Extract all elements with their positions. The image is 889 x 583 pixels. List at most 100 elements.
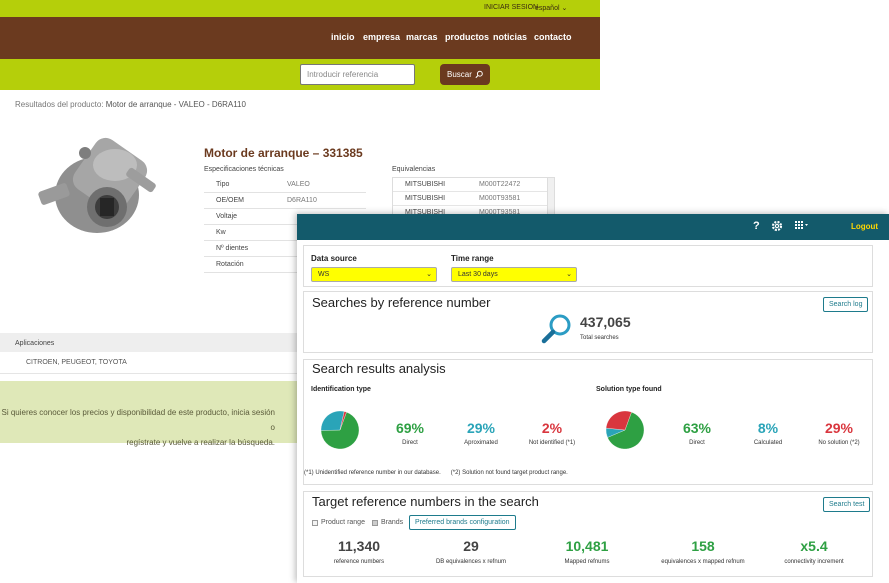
search-button[interactable]: Buscar <box>440 64 490 85</box>
table-row: Kw <box>204 225 366 241</box>
sol-direct-pct: 63% <box>682 420 712 436</box>
sol-direct-label: Direct <box>689 440 705 446</box>
applications-value: CITROEN, PEUGEOT, TOYOTA <box>0 352 297 374</box>
magnifier-icon <box>541 314 571 344</box>
ident-none-pct: 2% <box>541 420 563 436</box>
target-panel: Target reference numbers in the search S… <box>303 491 873 577</box>
product-title: Motor de arranque – 331385 <box>204 146 363 160</box>
data-source-select[interactable]: WS ⌄ <box>311 267 437 282</box>
table-row: MITSUBISHI M000T22472 <box>393 178 554 192</box>
nav-contacto[interactable]: contacto <box>534 32 572 42</box>
brands-label: Brands <box>381 519 404 526</box>
searches-title: Searches by reference number <box>312 295 491 310</box>
identification-pie-slice <box>339 411 347 431</box>
identification-heading: Identification type <box>311 386 371 393</box>
specs-heading: Especificaciones técnicas <box>204 166 284 173</box>
searches-panel: Searches by reference number Search log … <box>303 291 873 353</box>
breadcrumb-product: Motor de arranque - VALEO - D6RA110 <box>105 100 246 109</box>
identification-pie-slice <box>320 410 345 431</box>
reference-input[interactable]: Introducir referencia <box>300 64 415 85</box>
total-searches-label: Total searches <box>580 335 619 341</box>
spec-label: Tipo <box>216 181 230 188</box>
notice-line: Si quieres conocer los precios y disponi… <box>1 408 276 432</box>
table-row: Voltaje <box>204 209 366 225</box>
search-icon <box>475 70 483 79</box>
time-range-label: Time range <box>451 254 494 263</box>
spec-label: Rotación <box>216 261 244 268</box>
table-row: Rotación <box>204 257 366 273</box>
target-title: Target reference numbers in the search <box>312 494 539 509</box>
checkbox-box <box>312 519 318 526</box>
table-row: MITSUBISHI M000T93581 <box>393 206 554 216</box>
spec-label: Nº dientes <box>216 245 249 252</box>
equivalences-heading: Equivalencias <box>392 166 436 173</box>
identification-pie-slice <box>320 411 360 450</box>
login-link[interactable]: INICIAR SESION <box>484 4 539 11</box>
solution-pie-slice <box>607 411 645 450</box>
eq-ref: M000T93581 <box>479 209 521 216</box>
dashboard-header: ? Logout <box>297 214 889 240</box>
store-topbar: INICIAR SESION español ⌄ <box>0 0 600 17</box>
solution-pie-slice <box>605 410 632 431</box>
product-range-label: Product range <box>321 519 365 526</box>
footnote-1: (*1) Unidentified reference number in ou… <box>304 470 441 476</box>
eq-ref: M000T22472 <box>479 181 521 188</box>
language-selector[interactable]: español ⌄ <box>535 4 567 12</box>
nav-productos[interactable]: productos <box>445 32 489 42</box>
applications-heading: Aplicaciones <box>0 333 297 352</box>
nav-noticias[interactable]: noticias <box>493 32 528 42</box>
eq-brand: MITSUBISHI <box>405 195 446 202</box>
starter-motor-image <box>38 137 156 233</box>
analysis-panel: Search results analysis Identification t… <box>303 359 873 485</box>
help-icon[interactable]: ? <box>753 220 760 232</box>
total-searches-value: 437,065 <box>580 314 631 330</box>
stat-equivalences-mapped-label: equivalences x mapped refnum <box>661 559 745 565</box>
breadcrumb-prefix: Resultados del producto: <box>15 100 104 109</box>
eq-brand: MITSUBISHI <box>405 209 446 216</box>
identification-pie <box>320 410 360 450</box>
grid-icon[interactable] <box>795 221 809 231</box>
analysis-title: Search results analysis <box>312 361 446 376</box>
table-row: MITSUBISHI M000T93581 <box>393 192 554 206</box>
chevron-down-icon: ⌄ <box>426 271 432 278</box>
footnotes: (*1) Unidentified reference number in ou… <box>304 470 568 476</box>
stat-mapped-refnums: 10,481 <box>565 538 609 554</box>
main-nav: inicio empresa marcas productos noticias… <box>0 17 600 59</box>
brands-checkbox[interactable]: Brands <box>372 519 403 526</box>
breadcrumb: Resultados del producto: Motor de arranq… <box>15 100 246 109</box>
preferred-brands-button[interactable]: Preferred brands configuration <box>409 515 516 530</box>
eq-ref: M000T93581 <box>479 195 521 202</box>
stat-db-equivalences-label: DB equivalences x refnum <box>435 559 507 565</box>
footnote-2: (*2) Solution not found target product r… <box>450 470 568 476</box>
logout-link[interactable]: Logout <box>851 222 879 231</box>
search-log-button[interactable]: Search log <box>823 297 869 312</box>
solution-pie <box>605 410 645 450</box>
table-row: OE/OEM D6RA110 <box>204 193 366 209</box>
eq-brand: MITSUBISHI <box>405 181 446 188</box>
time-range-select[interactable]: Last 30 days ⌄ <box>451 267 577 282</box>
nav-inicio[interactable]: inicio <box>331 32 355 42</box>
spec-value: D6RA110 <box>287 197 317 204</box>
search-test-button[interactable]: Search test <box>823 497 871 512</box>
time-range-value: Last 30 days <box>458 271 498 278</box>
sol-calc-label: Calculated <box>753 440 783 446</box>
chevron-down-icon: ⌄ <box>561 5 568 12</box>
equivalences-table: MITSUBISHI M000T22472 MITSUBISHI M000T9358… <box>392 177 555 217</box>
search-button-label: Buscar <box>447 70 472 79</box>
stat-db-equivalences: 29 <box>463 538 479 554</box>
nav-marcas[interactable]: marcas <box>406 32 438 42</box>
stat-mapped-refnums-label: Mapped refnums <box>564 559 610 565</box>
specs-table: Tipo VALEO OE/OEM D6RA110 Voltaje Kw Nº di… <box>204 177 366 273</box>
data-source-value: WS <box>318 271 330 278</box>
equivalences-scrollbar[interactable] <box>547 178 554 216</box>
product-range-checkbox[interactable]: Product range <box>312 519 365 526</box>
table-row: Nº dientes <box>204 241 366 257</box>
nav-empresa[interactable]: empresa <box>363 32 401 42</box>
stat-equivalences-mapped: 158 <box>691 538 715 554</box>
ident-direct-pct: 69% <box>395 420 425 436</box>
solution-heading: Solution type found <box>596 386 662 393</box>
gear-icon[interactable] <box>771 220 783 232</box>
stat-reference-numbers: 11,340 <box>337 538 381 554</box>
data-source-label: Data source <box>311 254 357 263</box>
sol-calc-pct: 8% <box>757 420 779 436</box>
